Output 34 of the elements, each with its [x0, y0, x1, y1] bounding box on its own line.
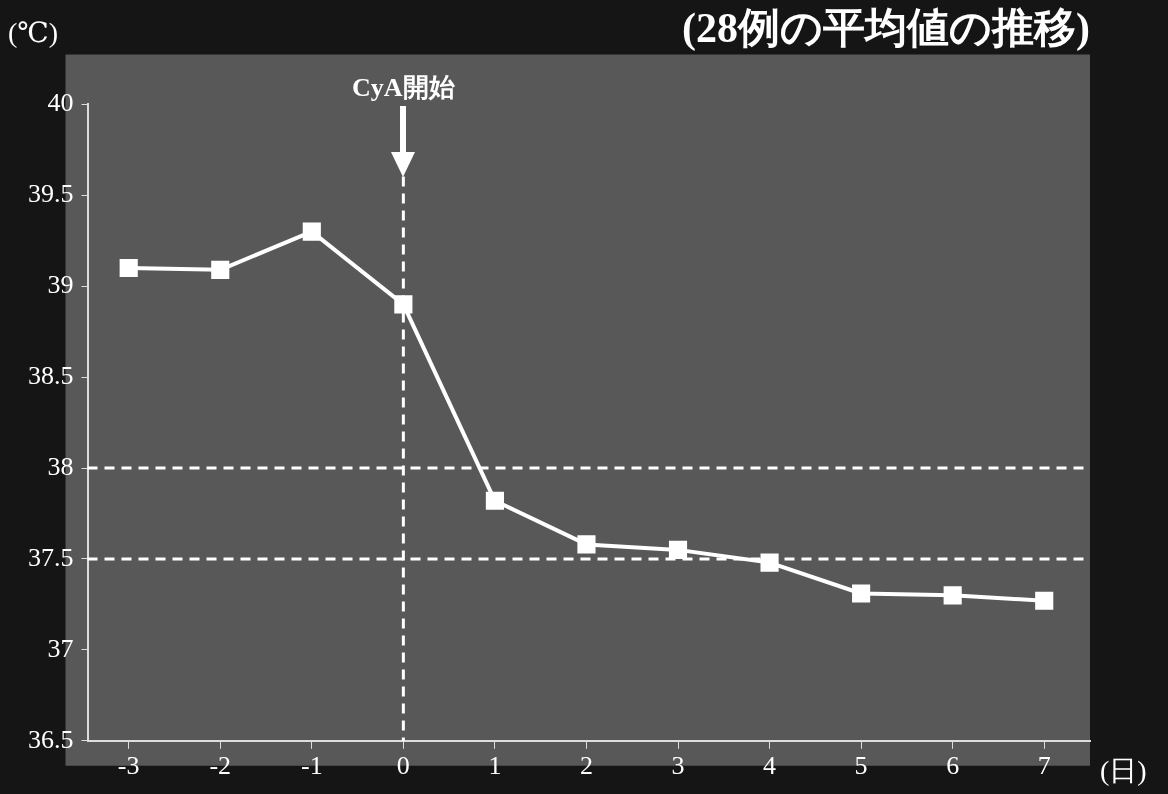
x-tick-label: -2 [209, 751, 232, 781]
point [852, 584, 871, 603]
point [394, 295, 413, 314]
y-tick-label: 38.5 [28, 360, 74, 390]
x-tick-label: 6 [946, 751, 960, 781]
x-tick-label: -1 [300, 751, 323, 781]
ref-line-label: CyA開始 [352, 73, 455, 103]
point [211, 260, 230, 279]
x-tick-label: 3 [671, 751, 685, 781]
y-tick-label: 38 [47, 451, 74, 481]
y-tick-label: 36.5 [28, 724, 74, 754]
chart-title: (28例の平均値の推移) [682, 5, 1090, 53]
point [577, 535, 596, 554]
y-tick-label: 37 [47, 633, 74, 663]
y-tick-label: 39.5 [28, 179, 74, 209]
x-tick-label: 4 [763, 751, 777, 781]
point [760, 553, 779, 572]
x-tick-label: 2 [579, 751, 593, 781]
point [943, 586, 962, 605]
x-tick-label: 0 [396, 751, 410, 781]
x-tick-label: 7 [1037, 751, 1051, 781]
point [119, 258, 138, 278]
x-tick-label: -3 [117, 751, 140, 781]
x-axis-title: (日) [1100, 755, 1147, 787]
point [668, 540, 688, 559]
x-tick-label: 1 [488, 751, 502, 781]
y-tick-label: 37.5 [28, 542, 74, 572]
point [302, 222, 321, 241]
y-tick-label: 39 [47, 270, 74, 300]
y-tick-label: 40 [47, 88, 74, 118]
point [1035, 591, 1054, 610]
x-tick-label: 5 [854, 751, 868, 781]
y-axis-title: (℃) [8, 16, 58, 48]
point [485, 491, 504, 510]
